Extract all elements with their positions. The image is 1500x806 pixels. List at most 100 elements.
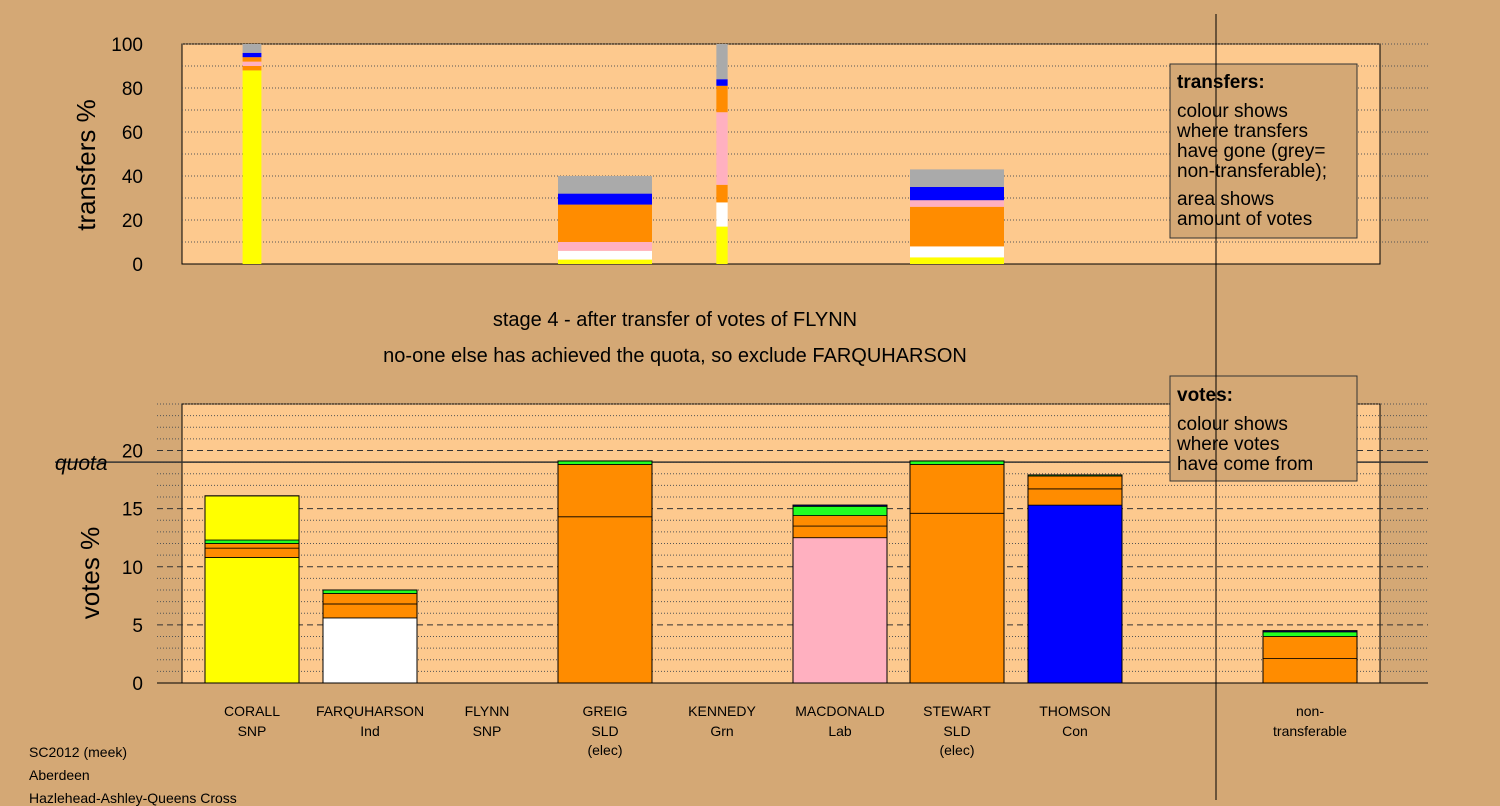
candidate-party: transferable	[1273, 723, 1347, 739]
vote-segment	[792, 505, 888, 516]
transfer-segment	[558, 176, 652, 194]
vote-segment	[204, 547, 300, 558]
transfers-legend-line: area shows	[1177, 189, 1274, 210]
transfer-segment	[910, 187, 1004, 201]
candidate-name: THOMSON	[1039, 703, 1111, 719]
candidate-party: Lab	[828, 723, 852, 739]
vote-segment	[1027, 504, 1123, 684]
votes-tick-label: 10	[122, 558, 143, 579]
transfer-segment	[910, 257, 1004, 264]
vote-segment	[1262, 658, 1358, 684]
votes-tick-label: 15	[122, 500, 143, 521]
vote-segment	[322, 617, 418, 684]
votes-legend-line: have come from	[1177, 454, 1313, 475]
vote-segment	[1262, 631, 1358, 637]
transfers-tick-label: 80	[122, 79, 143, 100]
vote-bar-outline	[322, 589, 418, 684]
stage-title: stage 4 - after transfer of votes of FLY…	[493, 309, 857, 331]
vote-segment	[322, 593, 418, 605]
vote-segment	[322, 589, 418, 594]
candidate-name: CORALL	[224, 703, 280, 719]
vote-bar-outline	[792, 504, 888, 684]
transfer-segment	[716, 112, 728, 185]
candidate-party: SLD	[943, 723, 970, 739]
transfers-legend-box	[1169, 63, 1358, 239]
transfers-legend-title: transfers:	[1177, 72, 1265, 93]
transfer-segment	[242, 52, 262, 58]
transfer-segment	[242, 57, 262, 62]
candidate-party: Ind	[360, 723, 379, 739]
transfer-segment	[716, 79, 728, 86]
votes-tick-label: 5	[132, 616, 143, 637]
candidate-name: FARQUHARSON	[316, 703, 424, 719]
footer-system: SC2012 (meek)	[29, 744, 128, 760]
transfer-segment	[716, 85, 728, 113]
votes-tick-label: 0	[132, 674, 143, 695]
vote-segment	[557, 460, 653, 465]
vote-segment	[204, 543, 300, 549]
vote-segment	[909, 464, 1005, 514]
transfer-segment	[716, 44, 728, 80]
votes-axis-label: votes %	[75, 527, 105, 620]
votes-legend-title: votes:	[1177, 385, 1233, 406]
vote-segment	[204, 539, 300, 544]
votes-tick-label: 20	[122, 442, 143, 463]
candidate-party: SNP	[473, 723, 502, 739]
transfer-segment	[910, 200, 1004, 207]
transfer-segment	[910, 206, 1004, 247]
transfer-segment	[242, 70, 262, 265]
vote-segment	[557, 464, 653, 518]
vote-segment	[204, 557, 300, 684]
transfer-segment	[242, 44, 262, 53]
vote-bar-outline	[204, 495, 300, 684]
transfer-segment	[716, 202, 728, 227]
transfers-tick-label: 40	[122, 167, 143, 188]
vote-segment	[792, 537, 888, 684]
transfer-segment	[558, 193, 652, 205]
vote-bar-outline	[557, 460, 653, 684]
vote-segment	[1027, 488, 1123, 506]
vote-bar-outline	[909, 460, 1005, 684]
transfer-segment	[558, 250, 652, 260]
stage-subtitle: no-one else has achieved the quota, so e…	[383, 345, 967, 367]
transfers-legend-line: amount of votes	[1177, 209, 1312, 230]
footer-council: Aberdeen	[29, 767, 90, 783]
footer-ward: Hazlehead-Ashley-Queens Cross	[29, 790, 237, 806]
vote-bar-outline	[1027, 474, 1123, 684]
candidate-status: (elec)	[587, 742, 622, 758]
transfer-segment	[242, 61, 262, 66]
vote-bar-outline	[1262, 630, 1358, 684]
transfer-segment	[558, 242, 652, 251]
candidate-party: SLD	[591, 723, 618, 739]
quota-label: quota	[55, 452, 108, 475]
transfer-segment	[242, 66, 262, 71]
candidate-name: MACDONALD	[795, 703, 884, 719]
vote-segment	[792, 525, 888, 539]
candidate-party: Grn	[710, 723, 733, 739]
transfers-axis-label: transfers %	[71, 99, 101, 231]
candidate-name: non-	[1296, 703, 1324, 719]
vote-segment	[1262, 636, 1358, 659]
vote-segment	[557, 516, 653, 684]
transfers-tick-label: 0	[132, 255, 143, 276]
transfers-legend-line: colour shows	[1177, 101, 1288, 122]
vote-segment	[909, 512, 1005, 684]
transfer-segment	[716, 184, 728, 203]
candidate-name: FLYNN	[465, 703, 510, 719]
vote-segment	[204, 495, 300, 541]
transfer-segment	[910, 246, 1004, 258]
transfers-tick-label: 100	[111, 35, 143, 56]
candidate-party: Con	[1062, 723, 1088, 739]
votes-legend-box	[1169, 375, 1358, 482]
candidate-status: (elec)	[939, 742, 974, 758]
transfers-legend-line: where transfers	[1176, 121, 1308, 142]
votes-legend-line: where votes	[1176, 434, 1279, 455]
transfer-segment	[716, 226, 728, 264]
candidate-name: GREIG	[582, 703, 627, 719]
transfer-segment	[558, 259, 652, 264]
transfers-tick-label: 60	[122, 123, 143, 144]
transfer-segment	[558, 204, 652, 242]
